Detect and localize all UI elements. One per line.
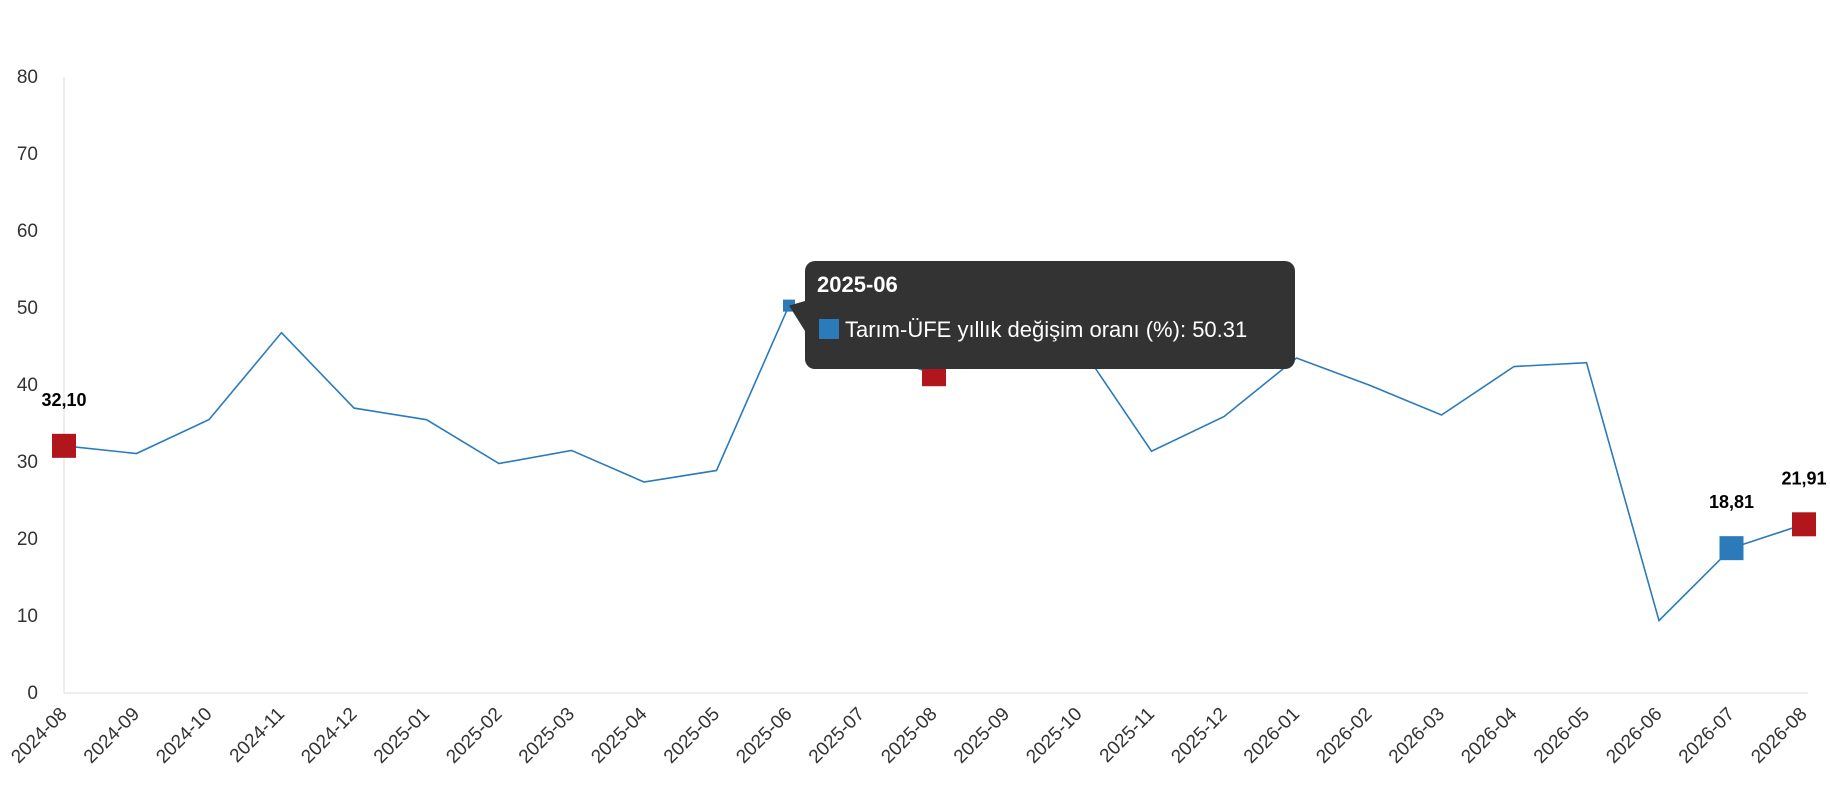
x-tick-label: 2025-12 bbox=[1167, 704, 1231, 768]
highlight-marker bbox=[1719, 536, 1744, 561]
tooltip-separator: : bbox=[1180, 317, 1192, 342]
x-tick-label: 2025-06 bbox=[732, 704, 796, 768]
x-tick-label: 2025-09 bbox=[950, 704, 1014, 768]
x-tick-label: 2025-01 bbox=[370, 704, 434, 768]
x-tick-label: 2024-11 bbox=[226, 704, 289, 767]
tooltip bbox=[805, 261, 1295, 369]
x-tick-label: 2026-05 bbox=[1530, 704, 1594, 768]
x-tick-label: 2026-06 bbox=[1602, 704, 1666, 768]
x-tick-label: 2025-07 bbox=[805, 704, 869, 768]
x-tick-label: 2024-10 bbox=[152, 704, 216, 768]
highlight-marker bbox=[1792, 512, 1816, 537]
tooltip-swatch bbox=[819, 319, 839, 339]
value-label: 21,91 bbox=[1781, 468, 1826, 488]
y-tick-label: 40 bbox=[17, 375, 38, 396]
x-tick-label: 2026-07 bbox=[1675, 704, 1739, 768]
y-tick-label: 20 bbox=[17, 529, 38, 550]
x-tick-label: 2024-12 bbox=[297, 704, 361, 768]
x-tick-label: 2026-03 bbox=[1385, 704, 1449, 768]
y-tick-label: 50 bbox=[17, 298, 38, 319]
y-tick-label: 70 bbox=[17, 144, 38, 165]
tooltip-series-name: Tarım-ÜFE yıllık değişim oranı (%) bbox=[845, 317, 1180, 342]
x-tick-label: 2025-08 bbox=[877, 704, 941, 768]
tooltip-title: 2025-06 bbox=[817, 272, 898, 297]
y-tick-label: 10 bbox=[17, 606, 38, 627]
x-tick-label: 2026-04 bbox=[1457, 703, 1521, 767]
y-tick-label: 30 bbox=[17, 452, 38, 473]
x-tick-label: 2025-11 bbox=[1096, 704, 1159, 767]
x-tick-label: 2025-05 bbox=[660, 704, 724, 768]
tooltip-pointer bbox=[789, 301, 805, 331]
tooltip-text: Tarım-ÜFE yıllık değişim oranı (%): 50.3… bbox=[845, 317, 1247, 342]
tooltip-value: 50.31 bbox=[1192, 317, 1247, 342]
x-tick-label: 2025-02 bbox=[442, 704, 506, 768]
value-label: 32,10 bbox=[41, 390, 86, 410]
x-tick-label: 2026-01 bbox=[1240, 704, 1304, 768]
x-tick-label: 2025-03 bbox=[515, 704, 579, 768]
y-tick-label: 0 bbox=[27, 683, 38, 704]
x-tick-label: 2026-08 bbox=[1747, 704, 1811, 768]
y-tick-label: 80 bbox=[17, 67, 38, 88]
highlight-marker bbox=[52, 433, 76, 458]
value-label: 18,81 bbox=[1709, 492, 1754, 512]
x-tick-label: 2024-09 bbox=[80, 704, 144, 768]
x-tick-label: 2026-02 bbox=[1312, 704, 1376, 768]
x-tick-label: 2025-04 bbox=[587, 703, 651, 767]
x-tick-label: 2025-10 bbox=[1022, 704, 1086, 768]
x-tick-label: 2024-08 bbox=[7, 704, 71, 768]
y-tick-label: 60 bbox=[17, 221, 38, 242]
